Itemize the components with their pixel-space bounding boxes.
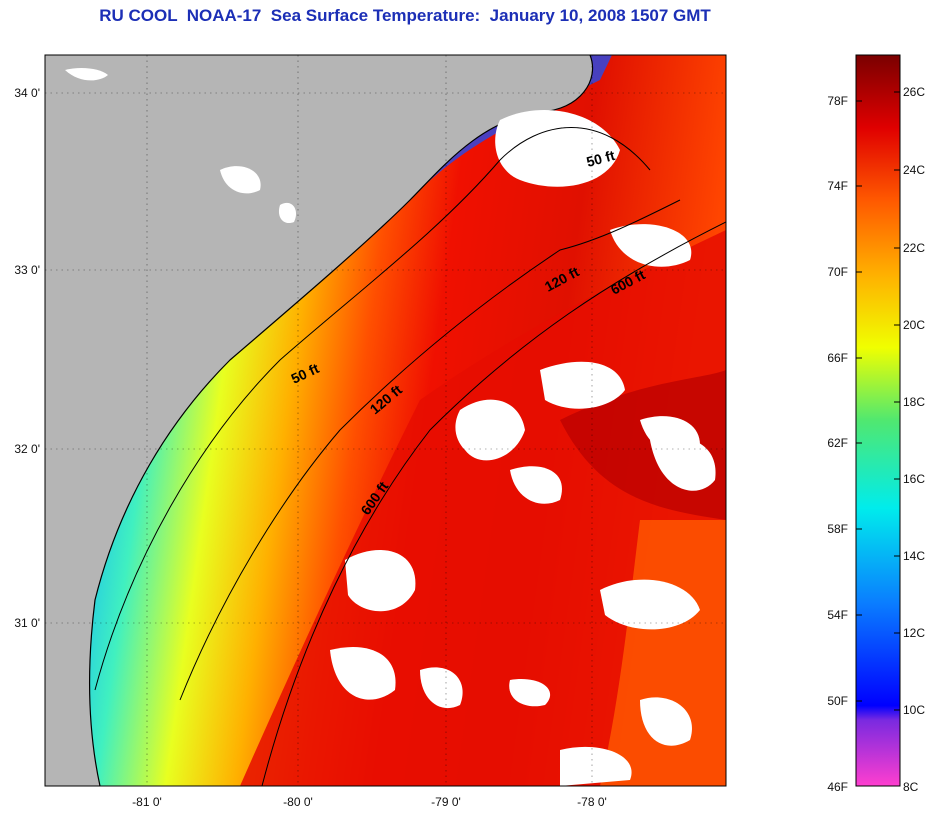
colorbar-c-label: 12C — [903, 626, 925, 640]
lon-label: -81 0' — [132, 795, 162, 809]
colorbar-f-label: 70F — [827, 265, 848, 279]
lat-label: 31 0' — [14, 616, 40, 630]
colorbar-c-label: 14C — [903, 549, 925, 563]
colorbar-ticks — [856, 91, 900, 711]
colorbar-f-label: 46F — [827, 780, 848, 794]
colorbar-c-label: 18C — [903, 395, 925, 409]
colorbar-f-label: 54F — [827, 608, 848, 622]
colorbar-c-label: 26C — [903, 85, 925, 99]
colorbar-f-label: 66F — [827, 351, 848, 365]
lon-label: -79 0' — [431, 795, 461, 809]
colorbar-c-label: 16C — [903, 472, 925, 486]
colorbar-f-label: 50F — [827, 694, 848, 708]
lon-label: -80 0' — [283, 795, 313, 809]
colorbar-f-label: 58F — [827, 522, 848, 536]
map-frame — [44, 54, 727, 787]
colorbar-c-label: 10C — [903, 703, 925, 717]
cloud-cover — [65, 67, 716, 786]
colorbar-c-label: 8C — [903, 780, 919, 794]
offshore-warm — [600, 520, 726, 786]
contour-50ft — [94, 127, 651, 691]
colorbar — [855, 54, 901, 787]
colorbar-c-label: 22C — [903, 241, 925, 255]
lat-label: 33 0' — [14, 263, 40, 277]
contour-120ft — [179, 199, 681, 701]
lon-label: -78 0' — [577, 795, 607, 809]
colorbar-f-label: 74F — [827, 179, 848, 193]
colorbar-c-label: 20C — [903, 318, 925, 332]
land-mass — [45, 55, 593, 786]
lat-label: 34 0' — [14, 86, 40, 100]
contour-600ft — [261, 221, 726, 786]
colorbar-f-label: 78F — [827, 94, 848, 108]
colorbar-f-label: 62F — [827, 436, 848, 450]
graticule — [45, 55, 726, 786]
lat-label: 32 0' — [14, 442, 40, 456]
colorbar-c-label: 24C — [903, 163, 925, 177]
contour-label-50ft: 50 ft — [585, 147, 617, 170]
map-title: RU COOL NOAA-17 Sea Surface Temperature:… — [99, 6, 711, 25]
